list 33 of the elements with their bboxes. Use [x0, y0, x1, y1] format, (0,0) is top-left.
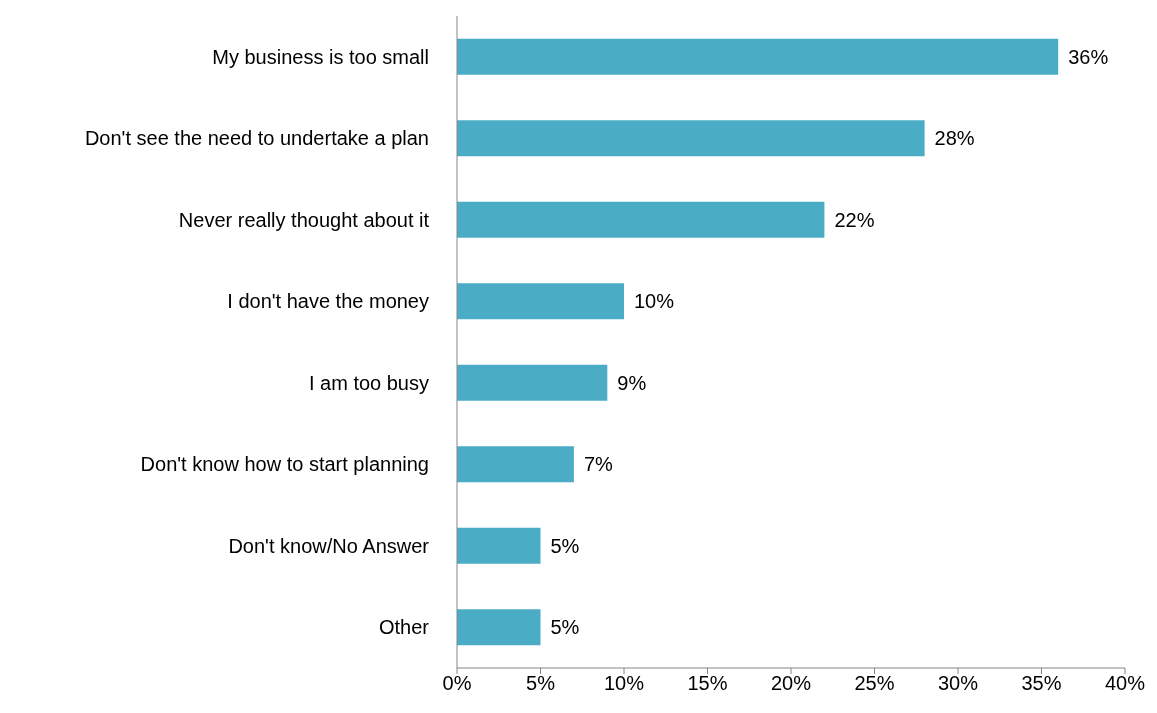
bar [457, 283, 624, 320]
data-label: 22% [834, 208, 875, 231]
x-tick-label: 35% [1021, 672, 1062, 695]
y-tick-label: I don't have the money [227, 290, 429, 313]
data-label: 5% [550, 534, 580, 557]
bar [457, 364, 608, 401]
bar [457, 609, 541, 646]
data-label: 5% [550, 616, 580, 639]
data-label: 7% [583, 453, 614, 476]
data-label: 10% [634, 290, 675, 313]
bar [457, 201, 825, 238]
data-label: 36% [1068, 45, 1109, 68]
y-tick-label: Don't know/No Answer [228, 534, 430, 557]
x-tick-label: 15% [687, 672, 728, 695]
x-tick-label: 0% [442, 672, 472, 695]
bar [457, 527, 541, 564]
bar [457, 446, 574, 483]
y-tick-label: My business is too small [212, 45, 429, 68]
y-tick-label: I am too busy [308, 371, 429, 394]
y-tick-label: Don't see the need to undertake a plan [84, 127, 429, 150]
y-tick-label: Never really thought about it [178, 208, 430, 231]
x-tick-label: 40% [1104, 672, 1146, 695]
x-tick-label: 10% [603, 672, 645, 695]
x-tick-label: 30% [937, 672, 979, 695]
x-tick-label: 20% [770, 672, 812, 695]
bar [457, 120, 925, 157]
data-label: 9% [617, 371, 647, 394]
y-tick-label: Other [378, 616, 430, 639]
bar [457, 38, 1059, 75]
x-tick-label: 5% [526, 672, 556, 695]
x-tick-label: 25% [854, 672, 895, 695]
y-tick-label: Don't know how to start planning [140, 453, 429, 476]
data-label: 28% [934, 127, 975, 150]
